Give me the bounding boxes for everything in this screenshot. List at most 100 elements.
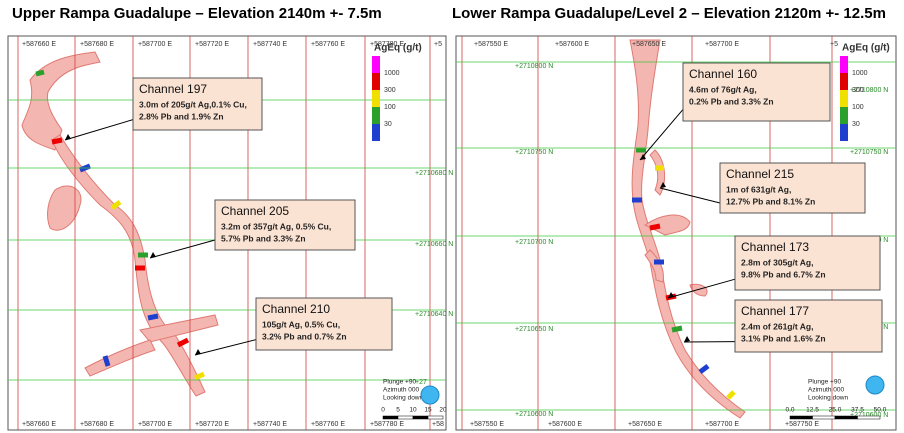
easting-label: +587720 E — [195, 41, 229, 48]
easting-label: +587750 E — [785, 421, 819, 428]
callout-arrow — [149, 239, 216, 259]
view-info: Plunge +90 — [383, 379, 416, 386]
callout-text: 1m of 631g/t Ag, — [726, 184, 791, 194]
scale-segment — [412, 415, 429, 420]
easting-label: +587780 E — [370, 421, 404, 428]
easting-label: +587760 E — [311, 41, 345, 48]
view-info: Plunge +90 — [808, 379, 841, 386]
callout-box — [734, 235, 881, 291]
callout-arrowhead — [65, 134, 71, 140]
callout-title: Channel 173 — [741, 240, 809, 254]
easting-label: +587740 E — [253, 421, 287, 428]
callout-box — [734, 299, 883, 353]
easting-label: +5 — [830, 41, 838, 48]
view-info: Azimuth 000 — [808, 387, 845, 394]
easting-label: +587760 E — [311, 421, 345, 428]
scale-label: 5 — [396, 407, 400, 414]
legend-label: 1000 — [852, 70, 868, 77]
legend-swatch — [840, 124, 848, 141]
callout-text: 12.7% Pb and 8.1% Zn — [726, 196, 815, 206]
easting-label: +587550 E — [470, 421, 504, 428]
easting-label: +587550 E — [474, 41, 508, 48]
northing-label: +2710640 N — [415, 311, 453, 318]
scale-segment — [857, 415, 881, 420]
callout-arrowhead — [660, 182, 666, 188]
easting-label: +5 — [434, 41, 442, 48]
workings-lower — [629, 39, 746, 419]
scale-segment — [427, 415, 444, 420]
legend-label: 30 — [384, 121, 392, 128]
scale-label: 10 — [409, 407, 417, 414]
legend-label: 100 — [852, 104, 864, 111]
callout-box — [214, 199, 356, 251]
legend-swatch — [840, 107, 848, 124]
callout-arrowhead — [684, 336, 690, 342]
scale-label: 0 — [381, 407, 385, 414]
easting-label: +587660 E — [22, 421, 56, 428]
scale-segment — [382, 415, 399, 420]
legend-swatch — [840, 73, 848, 90]
callout-title: Channel 205 — [221, 204, 289, 218]
callout-arrow — [639, 109, 684, 161]
easting-label: +58 — [432, 421, 444, 428]
callout-text: 4.6m of 76g/t Ag, — [689, 84, 757, 94]
easting-label: +587650 E — [628, 421, 662, 428]
view-info: Looking down — [808, 395, 848, 402]
scale-label: 20 — [439, 407, 447, 414]
legend-label: 30 — [852, 121, 860, 128]
northing-label: +2710600 N — [850, 412, 888, 419]
northing-label: +2710650 N — [515, 326, 553, 333]
map-frame — [7, 35, 447, 431]
northing-label: +2710750 N — [850, 149, 888, 156]
legend-swatch — [372, 107, 380, 124]
easting-label: +587780 E — [370, 41, 404, 48]
legend-swatch — [840, 90, 848, 107]
view-info: Looking down — [383, 395, 423, 402]
legend-title: AgEq (g/t) — [374, 43, 422, 54]
scale-segment — [789, 415, 813, 420]
easting-label: +587660 E — [22, 41, 56, 48]
easting-label: +587720 E — [195, 421, 229, 428]
scale-segment — [397, 415, 414, 420]
easting-label: +587700 E — [138, 41, 172, 48]
map-frame — [455, 35, 897, 431]
legend-label: 100 — [384, 104, 396, 111]
panel-title: Lower Rampa Guadalupe/Level 2 – Elevatio… — [452, 5, 886, 22]
callout-arrowhead — [150, 252, 156, 258]
callout-title: Channel 177 — [741, 304, 809, 318]
callout-title: Channel 210 — [262, 302, 330, 316]
callout-title: Channel 197 — [139, 82, 207, 96]
workings-upper — [21, 51, 219, 397]
callout-arrowhead — [195, 349, 201, 355]
easting-label: +587680 E — [80, 41, 114, 48]
northing-label: +27 — [415, 379, 427, 386]
callout-text: 9.8% Pb and 6.7% Zn — [741, 269, 826, 279]
callout-text: 3.2m of 357g/t Ag, 0.5% Cu, — [221, 221, 331, 231]
scale-label: 12.5 — [806, 407, 819, 414]
callout-arrowhead — [640, 154, 646, 160]
view-info: Azimuth 000 — [383, 387, 420, 394]
easting-label: +587600 E — [555, 41, 589, 48]
northing-label: +2710800 N — [850, 87, 888, 94]
northing-label: +2710600 N — [515, 411, 553, 418]
easting-label: +587700 E — [138, 421, 172, 428]
scale-label: 25.0 — [829, 407, 842, 414]
callout-arrow — [667, 278, 736, 299]
northing-label: +2710660 N — [415, 241, 453, 248]
legend-swatch — [372, 56, 380, 73]
callout-arrowhead — [668, 292, 674, 298]
callout-text: 105g/t Ag, 0.5% Cu, — [262, 319, 340, 329]
northing-label: +2710680 N — [415, 170, 453, 177]
easting-label: +587700 E — [705, 421, 739, 428]
callout-text: 3.0m of 205g/t Ag,0.1% Cu, — [139, 99, 247, 109]
callout-text: 5.7% Pb and 3.3% Zn — [221, 233, 306, 243]
callout-text: 3.1% Pb and 1.6% Zn — [741, 333, 826, 343]
easting-label: +587680 E — [80, 421, 114, 428]
easting-label: +587740 E — [253, 41, 287, 48]
easting-label: +587700 E — [705, 41, 739, 48]
callout-text: 2.8% Pb and 1.9% Zn — [139, 111, 224, 121]
callout-arrow — [194, 339, 257, 356]
orientation-globe — [865, 375, 885, 395]
scale-label: 37.5 — [851, 407, 864, 414]
